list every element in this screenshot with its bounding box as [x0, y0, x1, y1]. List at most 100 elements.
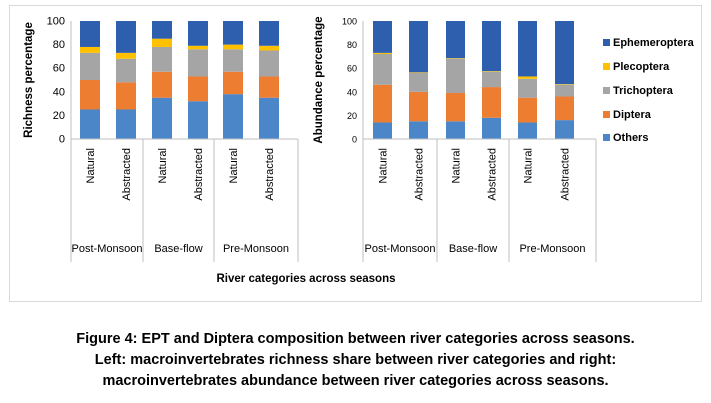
- x-category-label: Natural: [378, 148, 390, 183]
- bar-segment-trichoptera: [482, 71, 501, 88]
- bar-segment-trichoptera: [555, 84, 574, 97]
- bar-segment-others: [152, 97, 172, 139]
- bar-segment-others: [446, 121, 465, 139]
- y-axis-title: Abundance percentage: [313, 16, 325, 143]
- legend-label-others: Others: [613, 132, 648, 144]
- x-category-label: Natural: [451, 148, 463, 183]
- legend-label-ephemeroptera: Ephemeroptera: [613, 37, 695, 49]
- bar-segment-plecoptera: [409, 72, 428, 73]
- x-category-label: Abstracted: [414, 148, 426, 201]
- x-group-label: Post-Monsoon: [72, 243, 143, 255]
- bar-segment-diptera: [80, 80, 100, 110]
- bar-segment-ephemeroptera: [446, 21, 465, 59]
- legend-label-plecoptera: Plecoptera: [613, 61, 670, 73]
- y-tick-label: 80: [53, 39, 65, 51]
- bar-segment-ephemeroptera: [555, 21, 574, 85]
- bar-segment-plecoptera: [223, 44, 243, 50]
- x-category-label: Natural: [523, 148, 535, 183]
- bar-segment-plecoptera: [518, 76, 537, 79]
- bar-segment-others: [482, 117, 501, 139]
- bar-segment-others: [373, 122, 392, 139]
- figure-caption-line-3: macroinvertebrates abundance between riv…: [102, 373, 609, 389]
- legend-label-trichoptera: Trichoptera: [613, 85, 674, 97]
- bar-segment-diptera: [373, 84, 392, 123]
- y-tick-label: 20: [347, 111, 357, 121]
- y-tick-label: 100: [47, 16, 65, 28]
- figure-panel: [9, 5, 702, 302]
- bar-segment-ephemeroptera: [223, 21, 243, 45]
- y-tick-label: 20: [53, 110, 65, 122]
- x-category-label: Natural: [85, 148, 97, 183]
- legend-swatch-others: [603, 134, 610, 141]
- bar-segment-others: [223, 94, 243, 139]
- bar-segment-trichoptera: [188, 49, 208, 77]
- bar-segment-diptera: [482, 87, 501, 118]
- bar-segment-trichoptera: [409, 72, 428, 92]
- x-axis-title: River categories across seasons: [217, 273, 396, 285]
- bar-segment-trichoptera: [259, 50, 279, 77]
- bar-segment-others: [188, 101, 208, 139]
- bar-segment-plecoptera: [446, 58, 465, 59]
- bar-segment-trichoptera: [518, 78, 537, 98]
- bar-segment-others: [409, 121, 428, 139]
- bar-segment-diptera: [152, 71, 172, 98]
- legend-swatch-trichoptera: [603, 87, 610, 94]
- x-group-label: Base-flow: [449, 243, 497, 255]
- y-tick-label: 40: [53, 86, 65, 98]
- legend-swatch-ephemeroptera: [603, 39, 610, 46]
- y-tick-label: 0: [59, 134, 65, 146]
- bar-segment-diptera: [223, 71, 243, 95]
- bar-segment-plecoptera: [152, 38, 172, 47]
- y-tick-label: 40: [347, 87, 357, 97]
- bar-segment-diptera: [446, 92, 465, 122]
- y-axis-title: Richness percentage: [23, 22, 35, 138]
- legend-label-diptera: Diptera: [613, 109, 652, 121]
- x-group-label: Pre-Monsoon: [519, 243, 585, 255]
- bar-segment-plecoptera: [482, 71, 501, 72]
- bar-segment-diptera: [555, 96, 574, 121]
- bar-segment-ephemeroptera: [259, 21, 279, 46]
- bar-segment-diptera: [188, 76, 208, 102]
- bar-segment-others: [80, 109, 100, 139]
- stacked-bar-charts: 0 20 40 60 80 100 Richness percentage Natural Ab…: [23, 16, 695, 286]
- bar-segment-ephemeroptera: [80, 21, 100, 47]
- legend-swatch-diptera: [603, 111, 610, 118]
- bar-segment-diptera: [409, 91, 428, 122]
- bar-segment-others: [555, 120, 574, 139]
- bar-segment-diptera: [116, 82, 136, 110]
- x-group-label: Pre-Monsoon: [223, 243, 289, 255]
- bar-segment-trichoptera: [223, 49, 243, 72]
- bar-segment-trichoptera: [373, 54, 392, 85]
- x-category-label: Abstracted: [121, 148, 133, 201]
- bar-segment-trichoptera: [80, 52, 100, 80]
- bar-segment-ephemeroptera: [188, 21, 208, 46]
- y-tick-label: 100: [342, 17, 357, 27]
- bar-segment-diptera: [518, 97, 537, 123]
- bar-segment-plecoptera: [188, 45, 208, 50]
- bar-segment-ephemeroptera: [518, 21, 537, 77]
- bar-segment-plecoptera: [80, 46, 100, 53]
- x-category-label: Natural: [157, 148, 169, 183]
- y-tick-label: 0: [352, 135, 357, 145]
- x-category-label: Abstracted: [560, 148, 572, 201]
- x-group-label: Base-flow: [154, 243, 202, 255]
- bar-segment-plecoptera: [555, 84, 574, 85]
- bar-segment-trichoptera: [152, 46, 172, 72]
- bar-segment-trichoptera: [116, 58, 136, 83]
- bar-segment-ephemeroptera: [152, 21, 172, 39]
- y-tick-label: 80: [347, 40, 357, 50]
- bar-segment-others: [259, 97, 279, 139]
- x-category-label: Natural: [228, 148, 240, 183]
- bar-segment-ephemeroptera: [409, 21, 428, 73]
- bar-segment-trichoptera: [446, 58, 465, 93]
- y-tick-label: 60: [347, 64, 357, 74]
- legend-swatch-plecoptera: [603, 63, 610, 70]
- x-category-label: Abstracted: [264, 148, 276, 201]
- bar-segment-ephemeroptera: [482, 21, 501, 72]
- bar-segment-plecoptera: [259, 45, 279, 51]
- bar-segment-diptera: [259, 76, 279, 98]
- bar-segment-plecoptera: [373, 52, 392, 55]
- x-category-label: Abstracted: [193, 148, 205, 201]
- figure-caption-line-2: Left: macroinvertebrates richness share …: [94, 352, 617, 368]
- y-tick-label: 60: [53, 63, 65, 75]
